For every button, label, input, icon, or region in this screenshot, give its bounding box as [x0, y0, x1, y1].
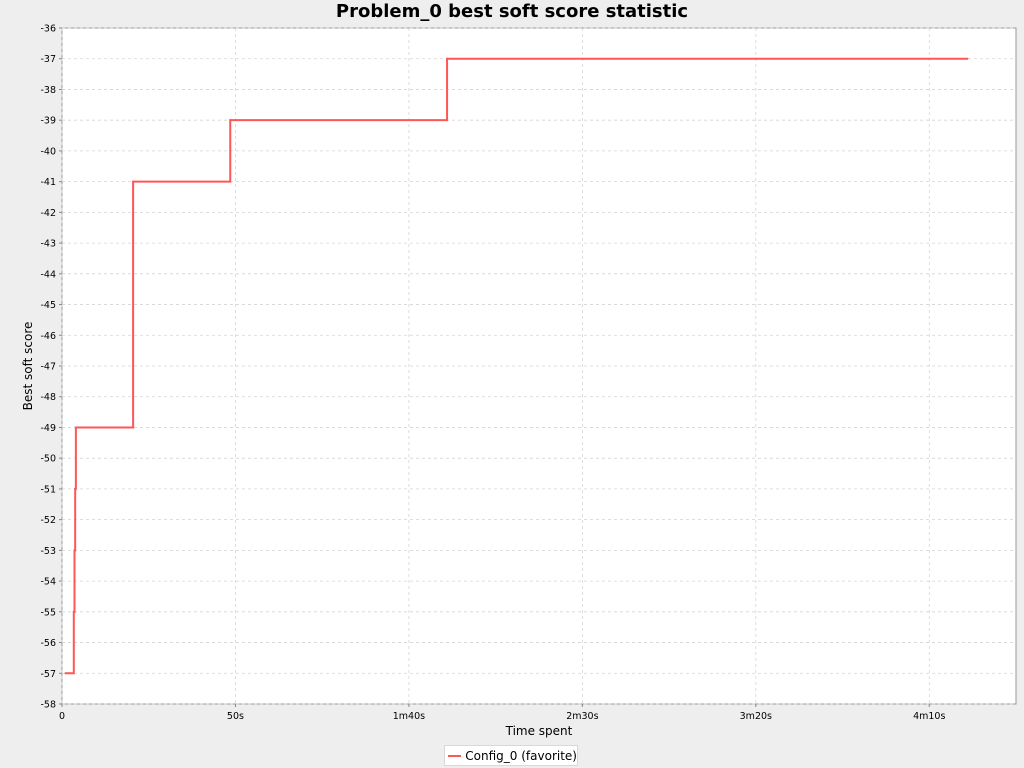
- x-tick-label: 2m30s: [566, 711, 598, 722]
- y-tick-label: -55: [40, 607, 56, 618]
- y-tick-label: -38: [40, 85, 56, 96]
- y-tick-label: -50: [40, 454, 56, 465]
- x-tick-label: 1m40s: [393, 711, 425, 722]
- y-tick-label: -43: [40, 239, 56, 250]
- data-point: [74, 426, 77, 429]
- y-tick-label: -52: [40, 515, 56, 526]
- y-tick-label: -41: [40, 177, 56, 188]
- y-tick-label: -40: [40, 146, 56, 157]
- x-axis-ticks: 0 50s 1m40s 2m30s 3m20s 4m10s: [59, 704, 945, 722]
- y-tick-label: -48: [40, 392, 56, 403]
- y-tick-label: -53: [40, 546, 56, 557]
- data-point: [229, 119, 232, 122]
- chart-title: Problem_0 best soft score statistic: [335, 1, 689, 22]
- data-point: [73, 549, 76, 552]
- y-axis-label: Best soft score: [21, 322, 35, 411]
- y-tick-label: -57: [40, 669, 56, 680]
- data-point: [74, 487, 77, 490]
- data-point: [64, 672, 67, 675]
- x-tick-label: 3m20s: [740, 711, 772, 722]
- y-tick-label: -46: [40, 331, 56, 342]
- x-tick-label: 0: [59, 711, 65, 722]
- y-tick-label: -45: [40, 300, 56, 311]
- legend-swatch: [448, 754, 462, 757]
- y-tick-label: -37: [40, 54, 56, 65]
- legend-entry: Config_0 (favorite): [465, 748, 577, 763]
- y-tick-label: -42: [40, 208, 56, 219]
- data-point: [966, 57, 969, 60]
- y-tick-label: -39: [40, 116, 56, 127]
- y-tick-label: -58: [40, 700, 56, 711]
- legend: Config_0 (favorite): [444, 745, 578, 766]
- y-tick-label: -51: [40, 484, 56, 495]
- y-tick-label: -49: [40, 423, 56, 434]
- y-tick-label: -47: [40, 362, 56, 373]
- y-tick-label: -54: [40, 577, 56, 588]
- data-point: [132, 180, 135, 183]
- x-tick-label: 4m10s: [913, 711, 945, 722]
- data-point: [446, 57, 449, 60]
- series-layer: [64, 57, 969, 675]
- y-tick-label: -36: [40, 24, 56, 35]
- x-axis-label: Time spent: [505, 724, 573, 738]
- x-tick-label: 50s: [227, 711, 244, 722]
- data-point: [72, 610, 75, 613]
- y-tick-label: -44: [40, 269, 56, 280]
- y-axis-ticks: -36 -37 -38 -39 -40 -41 -42 -43 -44 -45 -46 -47 -48 -…: [40, 24, 62, 711]
- y-tick-label: -56: [40, 638, 56, 649]
